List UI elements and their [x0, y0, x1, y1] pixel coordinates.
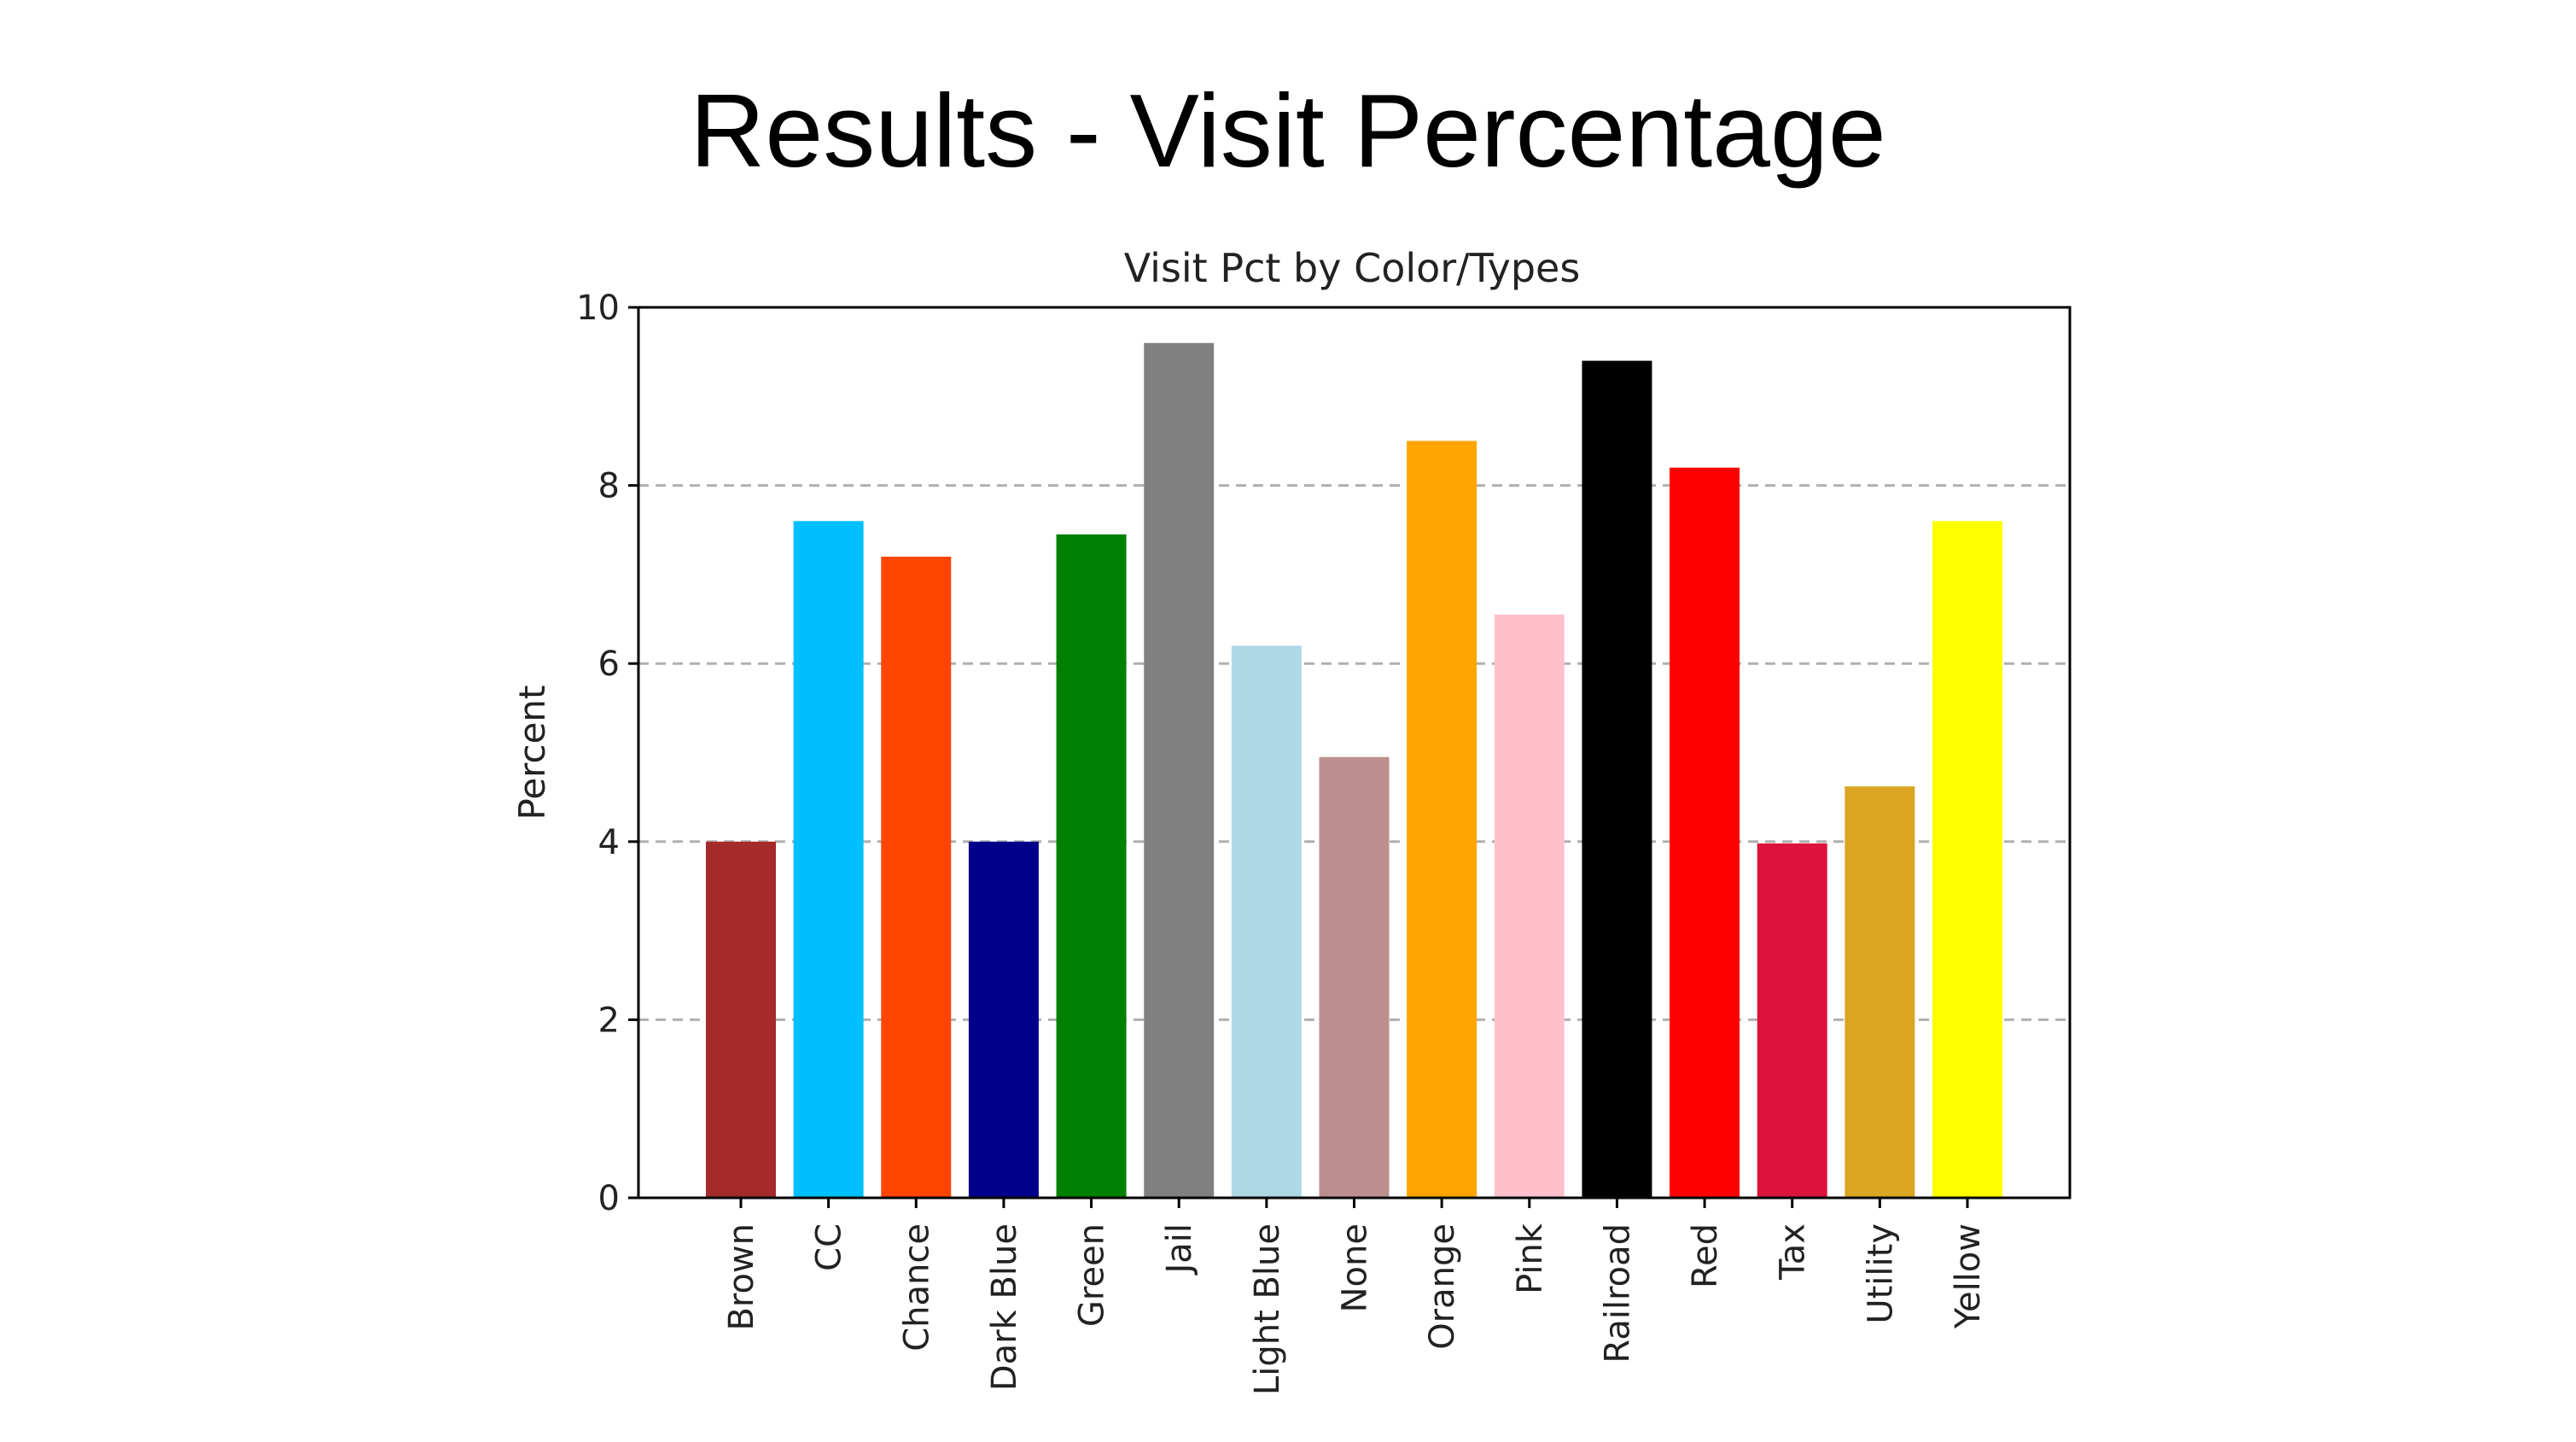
bars: [706, 342, 2002, 1199]
x-tick-label: Railroad: [1598, 1223, 1637, 1363]
x-tick-label: Chance: [897, 1223, 936, 1352]
bar-railroad: [1582, 360, 1652, 1199]
x-tick-label: None: [1336, 1223, 1375, 1312]
x-tick-label: Yellow: [1949, 1223, 1988, 1329]
bar-light-blue: [1231, 645, 1302, 1198]
y-tick-label: 10: [576, 289, 620, 328]
bar-red: [1670, 467, 1740, 1198]
y-tick-label: 6: [598, 645, 620, 684]
x-tick-label: Dark Blue: [985, 1223, 1024, 1391]
x-tick-label: Orange: [1423, 1223, 1462, 1350]
x-tick-label: Brown: [722, 1223, 761, 1331]
x-tick-label: Utility: [1861, 1223, 1900, 1324]
bar-cc: [793, 521, 864, 1198]
bar-yellow: [1932, 521, 2002, 1198]
x-tick-label: Red: [1686, 1223, 1725, 1288]
x-tick-label: Pink: [1511, 1223, 1550, 1294]
y-tick-label: 0: [598, 1179, 620, 1218]
bar-jail: [1144, 342, 1215, 1199]
bar-tax: [1757, 843, 1827, 1198]
x-axis-ticks: Brown CC Chance Dark Blue Green Jail Light Blu…: [722, 1198, 1988, 1395]
bar-orange: [1407, 441, 1477, 1198]
y-tick-label: 2: [598, 1001, 620, 1040]
x-tick-label: Light Blue: [1248, 1223, 1287, 1395]
x-tick-label: Jail: [1160, 1223, 1199, 1276]
bar-none: [1319, 756, 1390, 1198]
bar-green: [1056, 534, 1127, 1198]
y-axis-ticks: 0 2 4 6 8 10: [576, 289, 638, 1218]
x-tick-label: Tax: [1774, 1223, 1813, 1281]
slide-title: Results - Visit Percentage: [690, 73, 1886, 189]
chart-title: Visit Pct by Color/Types: [1124, 245, 1581, 291]
bar-chance: [881, 557, 952, 1198]
y-axis-label: Percent: [511, 685, 553, 820]
y-tick-label: 8: [598, 467, 620, 506]
bar-dark-blue: [968, 841, 1039, 1198]
y-tick-label: 4: [598, 823, 620, 862]
bar-brown: [706, 841, 776, 1198]
x-tick-label: CC: [810, 1223, 849, 1271]
bar-pink: [1494, 614, 1565, 1198]
bar-utility: [1845, 786, 1915, 1198]
x-tick-label: Green: [1073, 1223, 1112, 1327]
